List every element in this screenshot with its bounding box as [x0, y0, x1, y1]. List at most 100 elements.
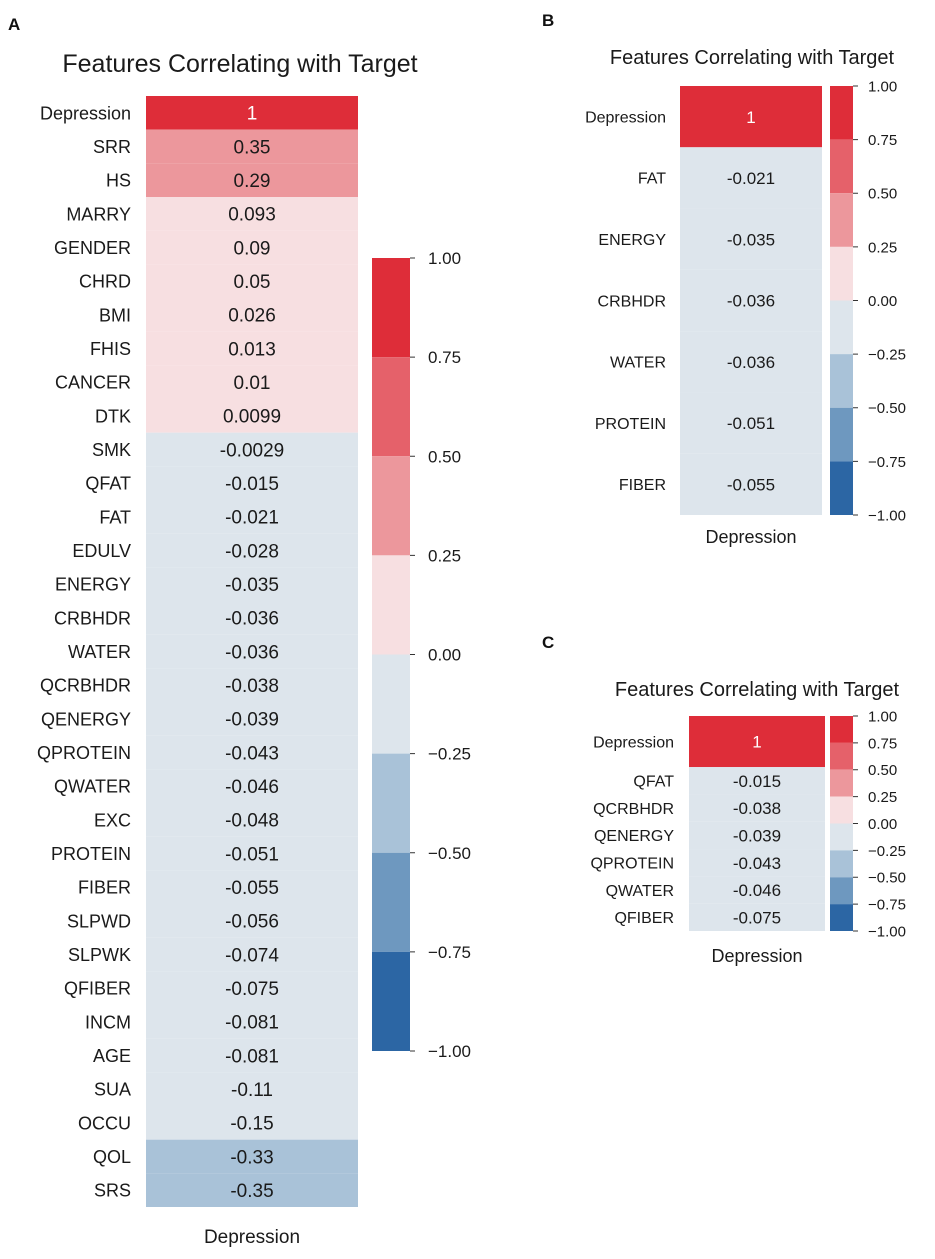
panel-a-cell: [146, 803, 358, 837]
panel-a-cell-value: -0.074: [225, 945, 279, 966]
panel-a-letter: A: [8, 15, 20, 34]
panel-a-cell: [146, 567, 358, 601]
panel-b-letter: B: [542, 11, 554, 30]
panel-b-row-label: Depression: [585, 109, 666, 126]
colorbar-bin: [830, 354, 853, 408]
colorbar-tick-label: 0.25: [868, 239, 897, 256]
panel-c-title: Features Correlating with Target: [615, 679, 900, 701]
panel-b-cell: [680, 392, 822, 454]
colorbar-tick-label: −0.25: [868, 843, 906, 860]
panel-a-cell-value: -0.081: [225, 1046, 279, 1067]
panel-c-row-label: QENERGY: [594, 828, 674, 845]
panel-a-cell: [146, 432, 358, 467]
panel-a-cell: [146, 1005, 358, 1039]
panel-a-cell-value: -0.043: [225, 743, 279, 764]
panel-c-row-label: Depression: [593, 734, 674, 751]
colorbar-bin: [372, 258, 410, 358]
panel-a-cell: [146, 1072, 358, 1106]
panel-c-cell-value: -0.043: [733, 854, 781, 873]
panel-a-row-label: SLPWK: [68, 945, 131, 965]
panel-b: B Features Correlating with Target Depre…: [542, 11, 906, 547]
panel-a-cell-value: 0.013: [228, 339, 276, 360]
panel-b-title: Features Correlating with Target: [610, 47, 895, 69]
panel-a-row-label: QOL: [93, 1147, 131, 1167]
panel-b-row-label: FAT: [638, 171, 666, 188]
panel-a-cell: [146, 331, 358, 366]
panel-c-cell: [689, 876, 825, 904]
panel-a-cell-value: -0.038: [225, 676, 279, 697]
colorbar-tick-label: −0.75: [428, 943, 471, 962]
colorbar-bin: [830, 769, 853, 797]
panel-a-cell-value: 0.0099: [223, 407, 281, 428]
panel-a-cell-value: -0.35: [230, 1181, 273, 1202]
panel-a-row-label: WATER: [68, 642, 131, 662]
panel-b-cell-value: -0.051: [727, 414, 775, 433]
panel-c-cell: [689, 821, 825, 850]
panel-a-xlabel: Depression: [204, 1227, 300, 1248]
colorbar-bin: [830, 904, 853, 931]
panel-b-row-label: ENERGY: [598, 232, 666, 249]
panel-a-cell: [146, 264, 358, 298]
panel-c-cell-value: 1: [752, 733, 761, 752]
panel-a-colorbar: 1.00 0.75 0.50 0.25 0.00 −0.25 −0.50 −0.75 −1.00: [372, 249, 471, 1061]
panel-b-cell-value: -0.055: [727, 475, 775, 494]
panel-c-letter: C: [542, 633, 554, 652]
colorbar-bin: [372, 951, 410, 1051]
panel-b-row-label: CRBHDR: [598, 293, 666, 310]
colorbar-tick-label: 0.00: [868, 816, 897, 833]
panel-a-row-label: GENDER: [54, 238, 131, 258]
panel-a-cell-value: -0.048: [225, 811, 279, 832]
panel-c-cell: [689, 903, 825, 931]
panel-a-row-label: ENERGY: [55, 575, 131, 595]
panel-a-cell: [146, 735, 358, 770]
panel-a-cell-value: 0.01: [234, 373, 271, 394]
panel-a-cell: [146, 1106, 358, 1140]
panel-a-cell-value: -0.039: [225, 710, 279, 731]
panel-a-row-label: FAT: [99, 507, 131, 527]
colorbar-bin: [830, 139, 853, 194]
panel-c-cell-value: -0.015: [733, 772, 781, 791]
panel-a-row-label: CRBHDR: [54, 608, 131, 628]
panel-a-cell-value: 0.35: [234, 137, 271, 158]
panel-a-cell: [146, 836, 358, 871]
panel-a-row-label: AGE: [93, 1046, 131, 1066]
panel-a-cell: [146, 298, 358, 332]
colorbar-bin: [830, 461, 853, 515]
panel-a-cell-value: 0.09: [234, 238, 271, 259]
panel-a-cell-value: -0.056: [225, 912, 279, 933]
panel-a-cell-value: -0.036: [225, 609, 279, 630]
colorbar-bin: [830, 850, 853, 878]
panel-a-cell-value: 0.05: [234, 272, 271, 293]
colorbar-tick-label: −0.50: [868, 870, 906, 887]
colorbar-tick-label: −0.50: [428, 844, 471, 863]
colorbar-tick-label: 1.00: [428, 249, 461, 268]
panel-c-cell: [689, 794, 825, 822]
panel-b-heatmap: Depression 1 FAT -0.021 ENERGY -0.035 CRBHDR -0…: [585, 86, 822, 515]
colorbar-tick-label: 1.00: [868, 78, 897, 95]
panel-a-heatmap: Depression 1 SRR 0.35 HS 0.29 MARRY 0.093 GENDER…: [37, 96, 358, 1207]
panel-a-row-label: SMK: [92, 440, 131, 460]
panel-a-cell-value: 0.29: [234, 171, 271, 192]
colorbar-bin: [830, 823, 853, 851]
panel-c-heatmap: Depression 1 QFAT -0.015 QCRBHDR -0.038 QENERG…: [590, 716, 825, 931]
panel-a-cell: [146, 96, 358, 130]
colorbar-tick-label: 0.75: [868, 132, 897, 149]
colorbar-tick-label: 0.75: [428, 348, 461, 367]
panel-a-row-label: OCCU: [78, 1113, 131, 1133]
colorbar-bin: [830, 246, 853, 301]
panel-a-cell-value: -0.075: [225, 979, 279, 1000]
panel-b-cell: [680, 86, 822, 148]
colorbar-bin: [372, 654, 410, 754]
panel-b-cell-value: -0.035: [727, 230, 775, 249]
panel-a-row-label: QFIBER: [64, 979, 131, 999]
colorbar-bin: [372, 753, 410, 853]
colorbar-bin: [830, 86, 853, 140]
panel-a-cell-value: -0.051: [225, 844, 279, 865]
panel-a-row-label: EXC: [94, 810, 131, 830]
panel-a-cell: [146, 937, 358, 972]
panel-a-row-label: SRS: [94, 1181, 131, 1201]
panel-c-cell-value: -0.046: [733, 881, 781, 900]
panel-c: C Features Correlating with Target Depre…: [542, 633, 906, 966]
panel-c-row-label: QFIBER: [614, 910, 674, 927]
panel-c-row-label: QCRBHDR: [593, 801, 674, 818]
